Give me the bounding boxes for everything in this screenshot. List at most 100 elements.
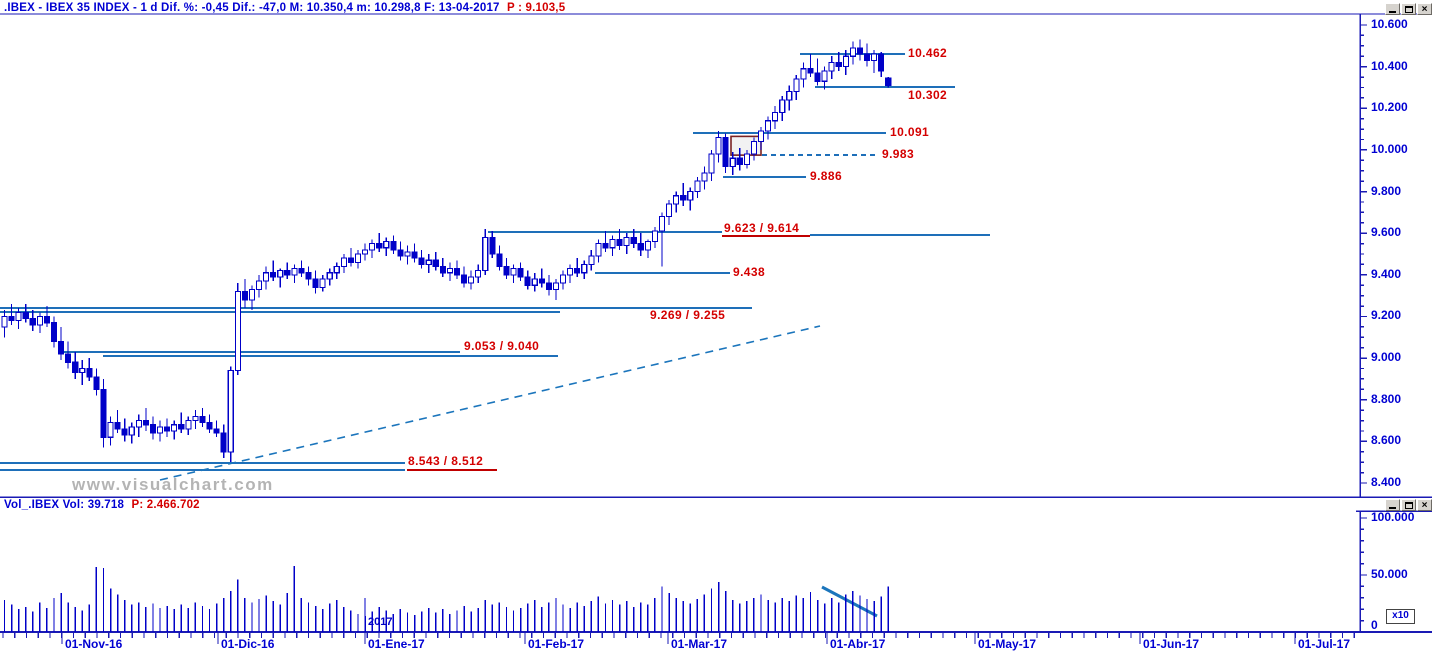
candlestick (319, 274, 326, 292)
close-button[interactable]: × (1417, 3, 1432, 15)
candlestick (814, 58, 821, 86)
instrument-info: .IBEX - IBEX 35 INDEX - 1 d Dif. %: -0,4… (4, 2, 500, 14)
candlestick (439, 258, 446, 277)
candlestick (72, 351, 79, 379)
candlestick (595, 239, 602, 263)
candlestick (729, 152, 736, 175)
level-label: 9.438 (733, 265, 766, 279)
candlestick (326, 268, 333, 286)
candlestick (36, 312, 43, 334)
candlestick (29, 310, 36, 332)
candlestick (524, 270, 531, 290)
candlestick (347, 247, 354, 267)
maximize-icon (1404, 501, 1413, 509)
last-price-info: P : 9.103,5 (507, 2, 566, 14)
date-label: 01-Ene-17 (368, 637, 425, 651)
candlestick (538, 268, 545, 288)
volume-axis (1360, 517, 1367, 633)
volume-price-info: P: 2.466.702 (131, 499, 200, 511)
candlestick (694, 176, 701, 198)
candlestick (701, 166, 708, 190)
level-label: 10.091 (890, 125, 930, 139)
price-axis-label: 8.600 (1371, 433, 1402, 448)
candlestick (673, 191, 680, 213)
candlestick (503, 258, 510, 280)
candlestick (616, 229, 623, 250)
candlestick (255, 274, 263, 298)
candlestick (135, 414, 142, 438)
candlestick (786, 85, 793, 111)
price-axis-label: 8.800 (1371, 391, 1402, 406)
candlestick (425, 254, 432, 273)
candlestick (277, 268, 284, 288)
minimize-button[interactable] (1385, 3, 1400, 15)
candlestick (270, 260, 277, 282)
candlestick (489, 231, 496, 259)
candlestick (284, 262, 291, 280)
minimize-button[interactable] (1385, 499, 1400, 511)
candlestick (86, 358, 93, 382)
candlestick (369, 239, 376, 259)
price-trendline (159, 325, 821, 481)
close-button[interactable]: × (1417, 499, 1432, 511)
candlestick (298, 260, 305, 277)
candlestick (736, 147, 743, 171)
candlestick (885, 77, 892, 88)
candlestick (468, 270, 475, 290)
candlestick (637, 233, 644, 257)
candlestick (630, 229, 637, 248)
price-axis-label: 9.800 (1371, 183, 1402, 198)
candlestick (15, 308, 22, 329)
minimize-icon (1389, 11, 1396, 13)
price-axis-label: 9.600 (1371, 225, 1402, 240)
candlestick (708, 149, 715, 182)
candlestick (100, 378, 107, 448)
candlestick (821, 66, 828, 90)
candlestick (404, 245, 411, 265)
candlestick (206, 414, 213, 434)
candlestick (312, 270, 319, 294)
watermark: www.visualchart.com (72, 475, 274, 494)
candlestick (354, 249, 362, 269)
maximize-button[interactable] (1401, 499, 1416, 511)
candlestick (234, 283, 241, 375)
candlestick (142, 408, 149, 431)
price-pane-title: .IBEX - IBEX 35 INDEX - 1 d Dif. %: -0,4… (4, 2, 565, 14)
candlestick (609, 235, 616, 257)
level-label: 9.269 / 9.255 (650, 308, 726, 322)
level-label: 9.886 (810, 169, 843, 183)
close-icon: × (1421, 3, 1428, 15)
candlestick (263, 266, 270, 290)
candlestick (757, 127, 765, 150)
candlestick (863, 43, 871, 67)
maximize-button[interactable] (1401, 3, 1416, 15)
candlestick (856, 39, 864, 61)
candlestick (58, 326, 65, 361)
price-axis-label: 9.200 (1371, 308, 1402, 323)
candlestick (291, 264, 298, 284)
volume-pane-title: Vol_.IBEX Vol: 39.718 P: 2.466.702 (4, 499, 200, 511)
close-icon: × (1421, 499, 1428, 511)
candlestick (248, 285, 255, 311)
candlestick (114, 410, 121, 434)
date-label: 01-May-17 (978, 637, 1037, 651)
candlestick (164, 418, 171, 438)
candlestick (333, 262, 340, 280)
candlestick (680, 183, 687, 207)
date-label: 01-Dic-16 (221, 637, 275, 651)
price-axis-label: 10.400 (1371, 58, 1408, 73)
candlestick (807, 54, 814, 78)
candlestick (475, 264, 482, 284)
date-label: 01-Jul-17 (1298, 637, 1351, 651)
candlestick (418, 249, 425, 269)
candlestick (121, 418, 128, 442)
date-label: 01-Jun-17 (1143, 637, 1200, 651)
maximize-icon (1404, 5, 1413, 13)
price-axis-label: 9.000 (1371, 350, 1402, 365)
candlestick (800, 62, 807, 88)
candlestick (1, 310, 8, 338)
candlestick (65, 341, 72, 369)
candlestick (340, 254, 347, 273)
candlestick (241, 279, 248, 309)
